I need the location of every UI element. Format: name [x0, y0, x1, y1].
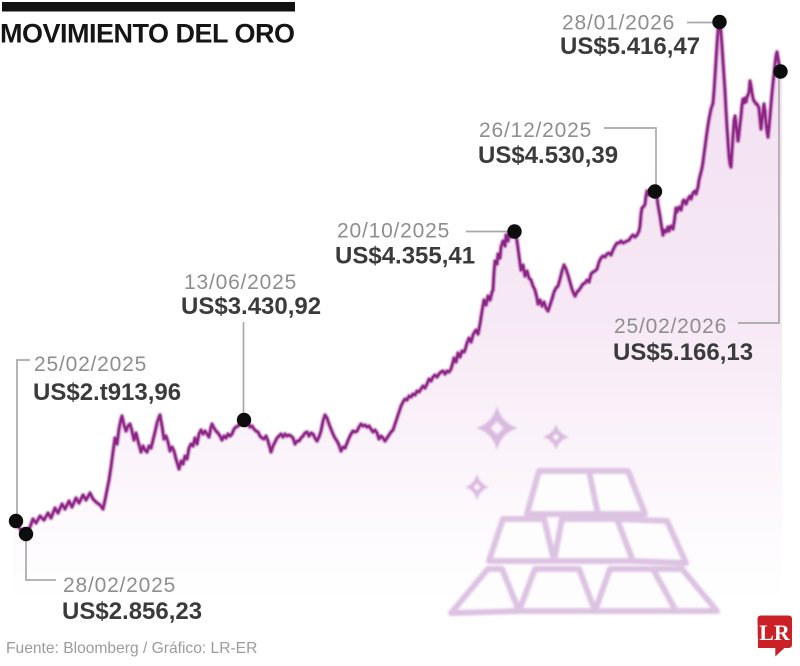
- svg-text:28/01/2026: 28/01/2026: [562, 12, 675, 35]
- svg-text:US$2.t913,96: US$2.t913,96: [33, 379, 181, 406]
- svg-text:US$4.355,41: US$4.355,41: [335, 243, 475, 270]
- svg-text:26/12/2025: 26/12/2025: [479, 119, 592, 142]
- svg-text:MOVIMIENTO DEL ORO: MOVIMIENTO DEL ORO: [0, 19, 295, 49]
- svg-text:US$4.530,39: US$4.530,39: [478, 142, 618, 169]
- svg-text:US$3.430,92: US$3.430,92: [181, 293, 321, 320]
- svg-text:US$2.856,23: US$2.856,23: [62, 598, 202, 625]
- svg-text:20/10/2025: 20/10/2025: [337, 220, 450, 243]
- svg-text:Fuente: Bloomberg / Gráfico: L: Fuente: Bloomberg / Gráfico: LR-ER: [6, 640, 257, 657]
- svg-text:25/02/2026: 25/02/2026: [614, 315, 727, 338]
- svg-text:US$5.166,13: US$5.166,13: [613, 339, 753, 366]
- svg-text:25/02/2025: 25/02/2025: [34, 353, 147, 376]
- svg-text:LR: LR: [759, 620, 791, 645]
- svg-text:28/02/2025: 28/02/2025: [63, 574, 176, 597]
- svg-text:13/06/2025: 13/06/2025: [184, 271, 297, 294]
- svg-text:US$5.416,47: US$5.416,47: [560, 33, 700, 60]
